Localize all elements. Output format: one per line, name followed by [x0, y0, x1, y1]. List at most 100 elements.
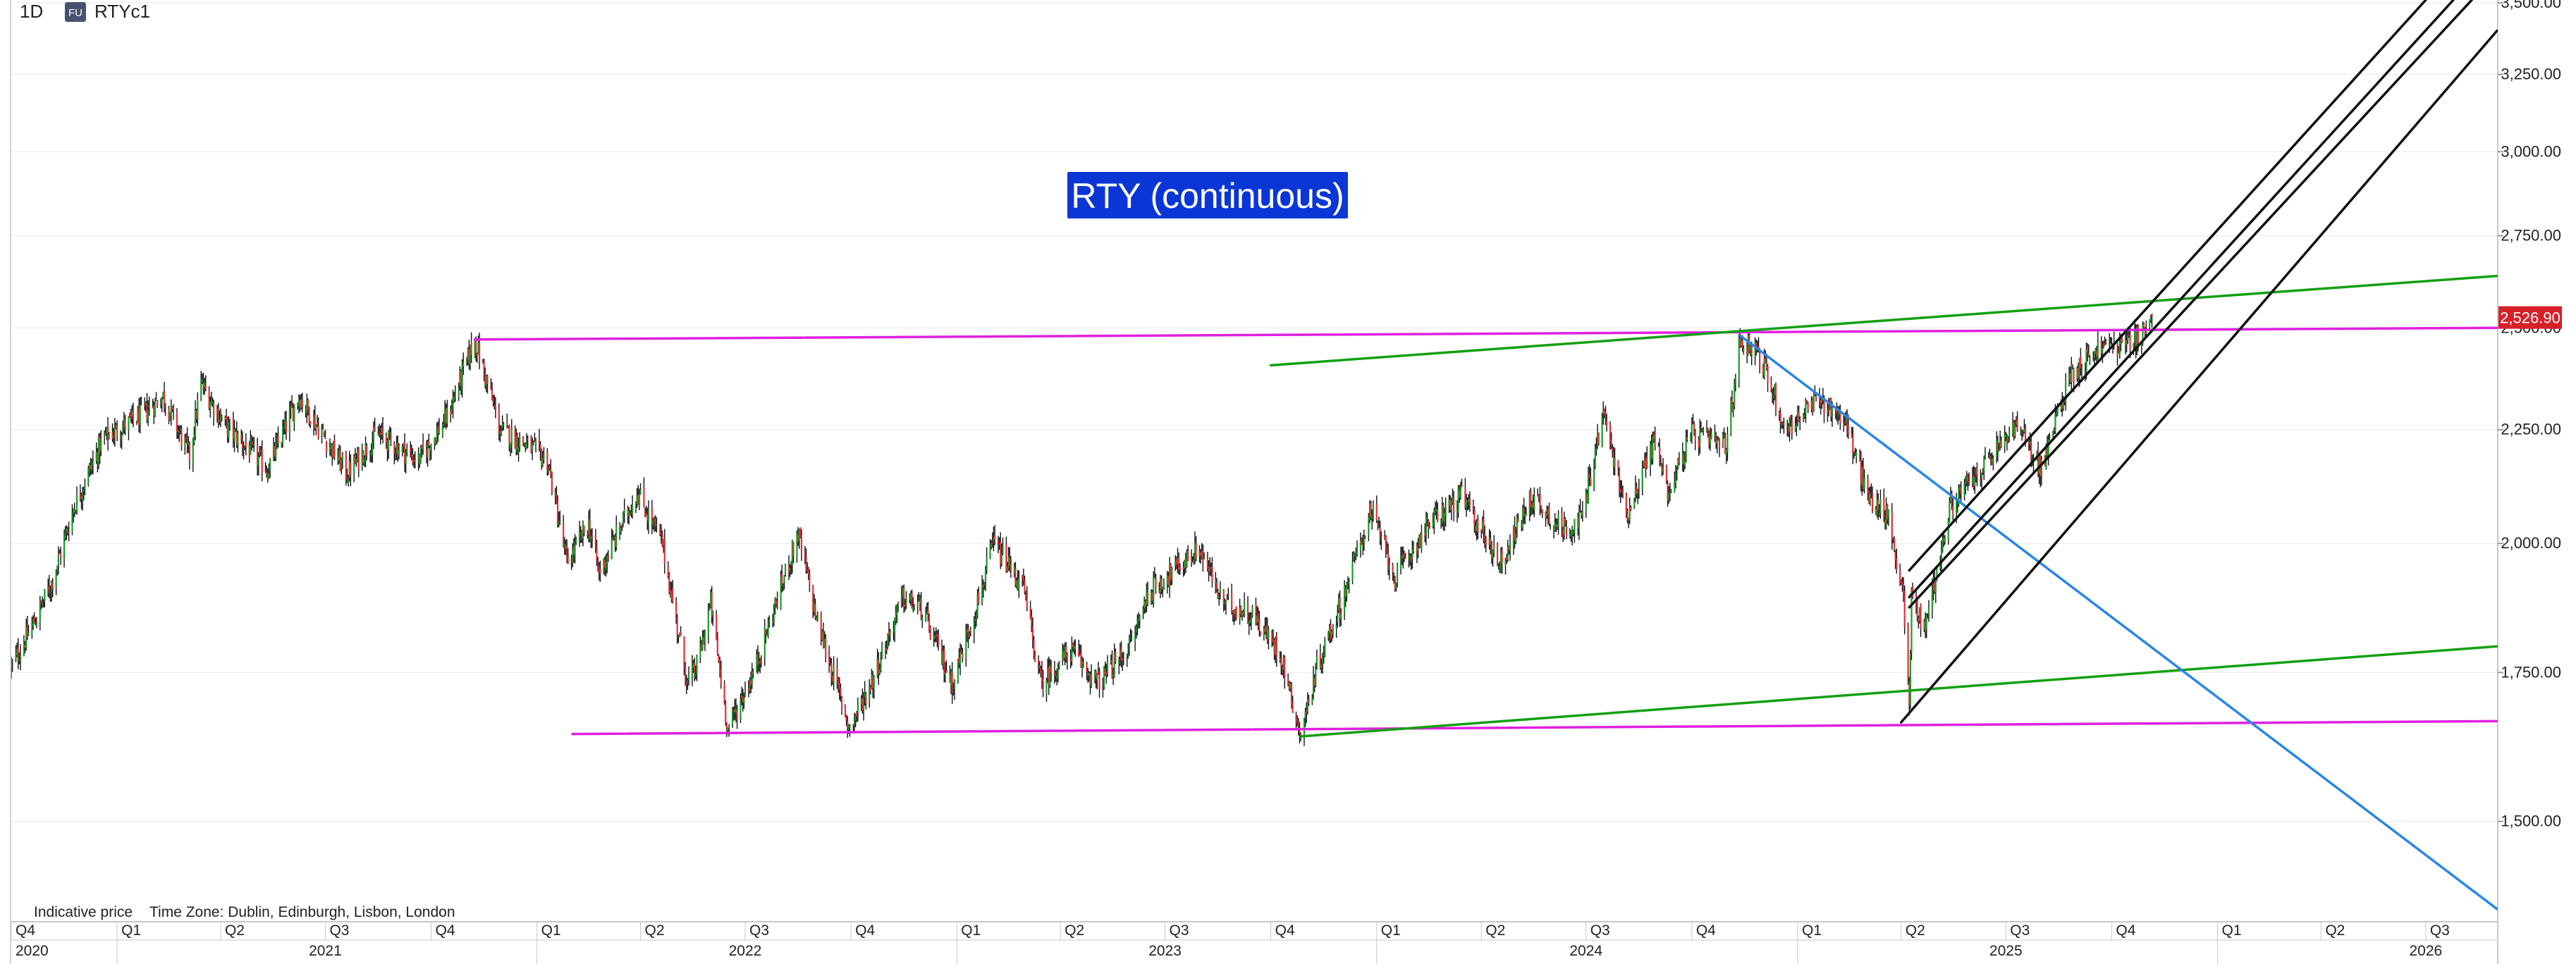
trendlines-layer	[473, 0, 2498, 910]
candle	[1256, 605, 1258, 626]
candle	[1767, 364, 1769, 392]
candle	[41, 596, 44, 608]
trendline-black[interactable]	[1900, 29, 2498, 724]
candle	[1555, 518, 1557, 533]
candle	[1034, 650, 1036, 662]
candle	[2013, 420, 2015, 441]
candle	[1692, 414, 1694, 425]
candle	[993, 525, 996, 546]
candle	[1578, 505, 1581, 540]
trendline-black[interactable]	[1908, 0, 2455, 599]
y-tick-label: 2,750.00	[2501, 227, 2561, 245]
candle	[758, 651, 760, 672]
candle	[245, 433, 247, 456]
candle	[1960, 481, 1962, 505]
candle	[740, 693, 742, 724]
candle	[1104, 661, 1106, 676]
candle	[217, 403, 219, 428]
candle	[213, 400, 215, 426]
candle	[341, 457, 343, 475]
candle	[1299, 722, 1301, 743]
candle	[534, 438, 537, 452]
candle	[1282, 655, 1284, 679]
candle	[1332, 624, 1334, 638]
candle	[233, 419, 235, 452]
candle	[71, 504, 73, 536]
candle	[668, 571, 670, 595]
candle	[541, 450, 544, 468]
candle	[766, 629, 768, 636]
candle	[1630, 505, 1632, 512]
candle	[1552, 525, 1555, 539]
candle	[694, 665, 697, 680]
candle	[809, 569, 811, 593]
trendline-magenta[interactable]	[473, 326, 2498, 341]
symbol-label[interactable]: RTYc1	[94, 1, 150, 22]
candle	[1645, 452, 1647, 478]
trendline-blue[interactable]	[1738, 334, 2498, 910]
trendline-magenta[interactable]	[571, 719, 2498, 736]
candle	[530, 435, 532, 454]
candle	[687, 678, 689, 690]
candle	[128, 412, 131, 418]
trendline-green[interactable]	[1269, 274, 2498, 367]
candle	[1845, 411, 1847, 426]
candle	[209, 396, 211, 418]
trendline-black[interactable]	[1908, 0, 2427, 572]
candle	[1934, 581, 1937, 603]
candle	[1359, 532, 1362, 558]
candle	[1093, 669, 1096, 684]
candle	[300, 393, 302, 410]
candle	[1532, 494, 1534, 514]
candle	[1106, 655, 1109, 677]
candle	[1851, 426, 1853, 438]
candle	[323, 431, 325, 437]
candle	[2076, 366, 2078, 382]
candle	[647, 500, 650, 534]
candle	[1477, 514, 1479, 540]
candle	[412, 447, 414, 466]
candle	[813, 593, 815, 616]
candle	[510, 443, 512, 457]
candle	[1255, 597, 1257, 626]
candle	[1194, 531, 1196, 564]
candle	[2140, 342, 2142, 354]
candle	[678, 632, 681, 638]
candle	[976, 588, 979, 619]
price-axis[interactable]: 3,500.003,250.003,000.002,750.002,500.00…	[2498, 0, 2561, 830]
candle	[849, 724, 851, 737]
candle	[1856, 448, 1858, 464]
year-tick-label: 2021	[309, 943, 342, 959]
candle	[82, 487, 84, 511]
candle	[478, 333, 481, 370]
candle	[1368, 512, 1370, 541]
candle	[369, 450, 372, 462]
candle	[821, 629, 823, 641]
candle	[2102, 340, 2104, 364]
candle	[1002, 537, 1004, 556]
trendline-green[interactable]	[1299, 645, 2498, 738]
candle	[266, 468, 269, 483]
trendline-black[interactable]	[1908, 0, 2473, 609]
candle	[1674, 471, 1676, 493]
candle	[554, 488, 556, 505]
candle	[1472, 499, 1474, 514]
interval-label[interactable]: 1D	[20, 1, 43, 22]
candle	[2037, 441, 2040, 478]
candle	[1547, 506, 1549, 525]
candle	[680, 626, 682, 636]
candle	[1862, 457, 1865, 492]
candle	[1226, 594, 1228, 600]
candle	[759, 657, 761, 674]
candle	[847, 715, 849, 739]
candle	[2092, 351, 2094, 362]
candle	[646, 507, 649, 531]
candle	[627, 505, 629, 524]
time-axis[interactable]: Q4 Q1 Q2 Q3 Q4 Q1 Q2 Q3 Q4 Q1 Q2 Q3 Q4 Q1 Q2 Q3 Q4 Q1 Q2 Q3…	[11, 921, 2498, 964]
candle	[991, 532, 993, 548]
candle	[1561, 507, 1563, 538]
candle	[405, 449, 407, 474]
candle	[1650, 434, 1652, 465]
candle	[155, 392, 157, 401]
candle	[522, 435, 525, 446]
